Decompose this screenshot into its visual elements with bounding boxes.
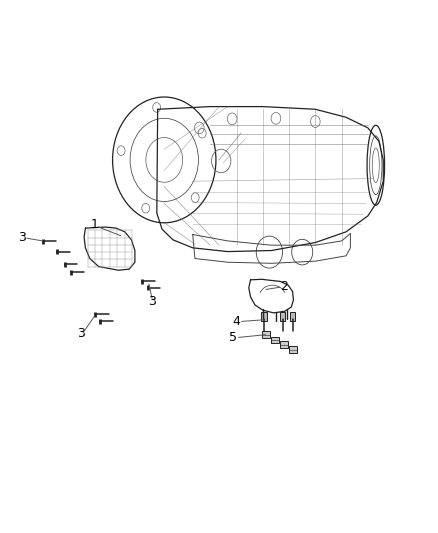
Text: 2: 2 — [280, 280, 288, 293]
FancyBboxPatch shape — [271, 337, 279, 343]
Text: 3: 3 — [18, 231, 26, 244]
Text: 4: 4 — [233, 315, 240, 328]
FancyBboxPatch shape — [280, 312, 285, 321]
Text: 3: 3 — [148, 295, 156, 308]
Text: 1: 1 — [90, 219, 98, 231]
FancyBboxPatch shape — [289, 346, 297, 353]
Text: 5: 5 — [230, 331, 237, 344]
FancyBboxPatch shape — [262, 332, 270, 338]
Text: 3: 3 — [78, 327, 85, 340]
FancyBboxPatch shape — [261, 312, 267, 321]
FancyBboxPatch shape — [280, 342, 288, 348]
FancyBboxPatch shape — [290, 312, 295, 321]
